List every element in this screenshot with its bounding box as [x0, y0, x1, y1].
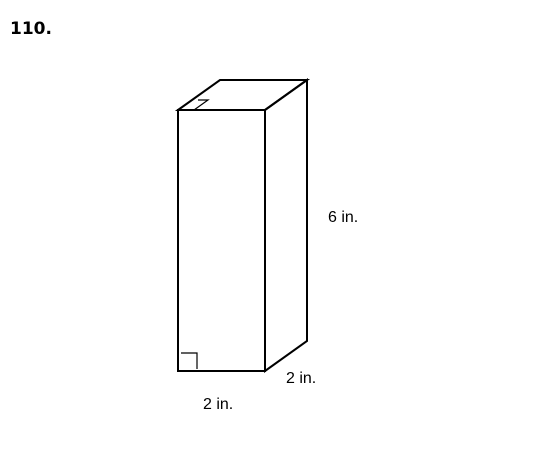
width-label: 2 in. [203, 396, 233, 413]
prism-front-face [177, 109, 266, 372]
top-right-angle-mark [193, 99, 210, 111]
bottom-right-angle-mark [181, 352, 198, 369]
prism-right-face [264, 78, 308, 373]
height-label: 6 in. [328, 209, 358, 226]
depth-label: 2 in. [286, 370, 316, 387]
problem-number: 110. [10, 19, 52, 39]
